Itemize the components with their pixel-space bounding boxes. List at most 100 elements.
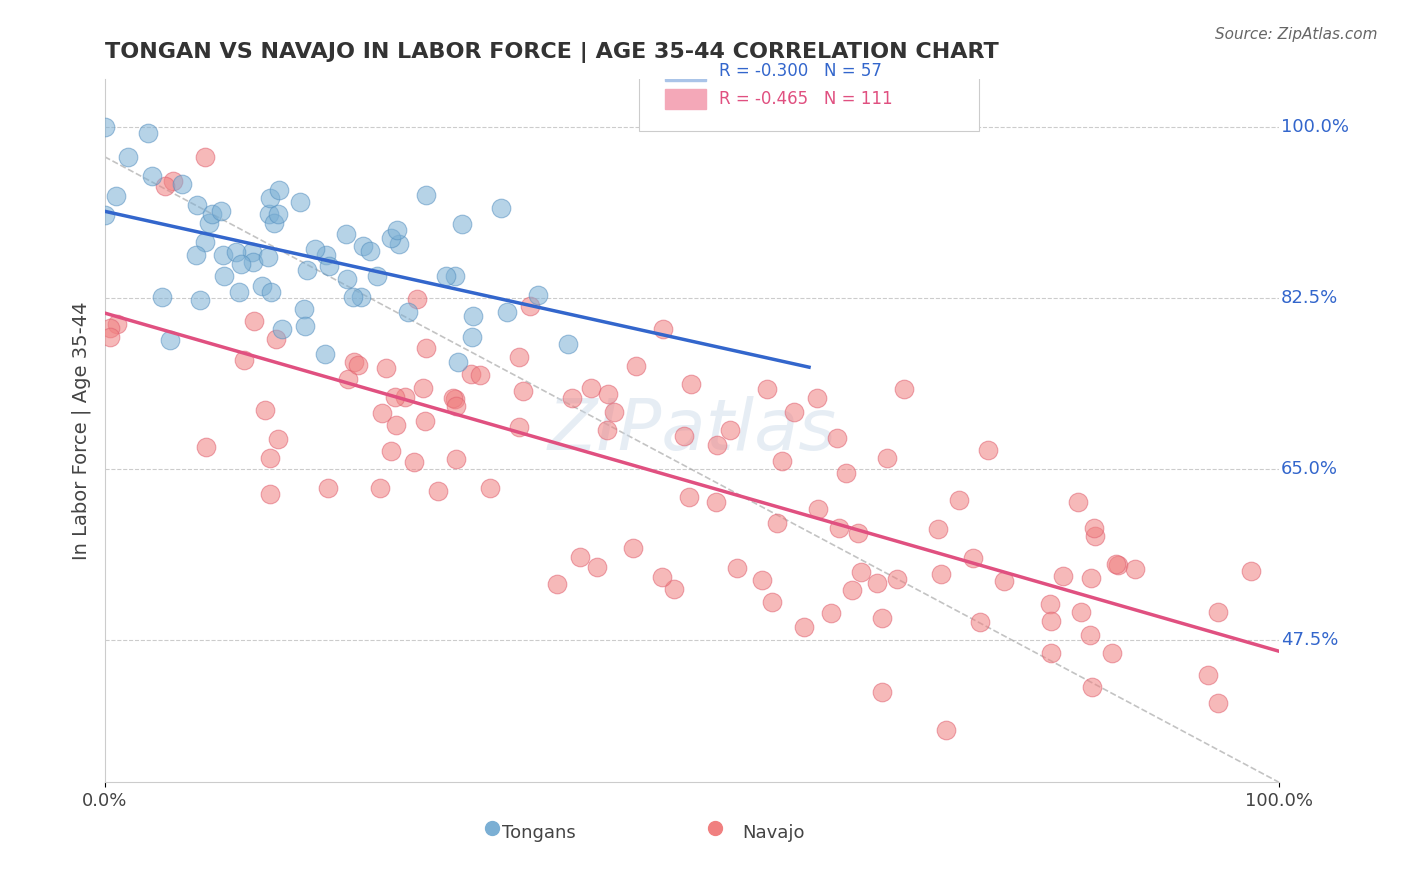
Point: [336, 271, 359, 285]
Point: [396, 305, 419, 319]
Point: [162, 174, 184, 188]
Point: [704, 495, 727, 509]
Point: [394, 390, 416, 404]
Point: [343, 355, 366, 369]
Point: [761, 595, 783, 609]
Point: [626, 359, 648, 374]
Text: Tongans: Tongans: [502, 824, 576, 842]
Point: [93, 208, 115, 222]
Point: [385, 223, 408, 237]
Point: [977, 442, 1000, 457]
Point: [673, 429, 696, 443]
Point: [256, 250, 278, 264]
Point: [250, 279, 273, 293]
Point: [969, 615, 991, 630]
Point: [751, 573, 773, 587]
Point: [1105, 557, 1128, 571]
Point: [150, 290, 173, 304]
FancyBboxPatch shape: [638, 47, 979, 131]
Point: [201, 207, 224, 221]
Point: [651, 570, 673, 584]
Point: [136, 126, 159, 140]
Point: [948, 493, 970, 508]
Point: [651, 321, 673, 335]
Point: [292, 302, 315, 317]
Point: [1208, 605, 1230, 619]
Point: [259, 206, 281, 220]
Point: [478, 481, 501, 495]
Point: [1039, 646, 1062, 660]
Point: [664, 582, 686, 597]
Point: [352, 239, 374, 253]
Point: [508, 420, 530, 434]
Point: [1070, 605, 1092, 619]
Point: [446, 355, 468, 369]
Point: [211, 248, 233, 262]
Point: [288, 195, 311, 210]
Point: [195, 440, 218, 454]
Point: [434, 268, 457, 283]
Point: [427, 483, 450, 498]
Bar: [665, 89, 706, 109]
Point: [451, 217, 474, 231]
Text: Source: ZipAtlas.com: Source: ZipAtlas.com: [1215, 27, 1378, 42]
Point: [807, 502, 830, 516]
Point: [770, 454, 793, 468]
Point: [1039, 597, 1062, 611]
Point: [233, 352, 256, 367]
Point: [561, 391, 583, 405]
Point: [461, 330, 484, 344]
Point: [793, 620, 815, 634]
Point: [1083, 521, 1105, 535]
Point: [186, 198, 208, 212]
Point: [105, 189, 128, 203]
Point: [415, 187, 437, 202]
Point: [927, 522, 949, 536]
Point: [316, 481, 339, 495]
Point: [228, 285, 250, 300]
Point: [444, 392, 467, 406]
Point: [314, 347, 336, 361]
Point: [851, 565, 873, 579]
Point: [159, 333, 181, 347]
Point: [350, 290, 373, 304]
Point: [117, 150, 139, 164]
Point: [866, 576, 889, 591]
Point: [1206, 696, 1229, 710]
Point: [756, 382, 779, 396]
Point: [470, 368, 492, 382]
Point: [336, 372, 359, 386]
Point: [304, 243, 326, 257]
Point: [1123, 561, 1146, 575]
Point: [841, 582, 863, 597]
Point: [318, 260, 340, 274]
Bar: [665, 61, 706, 80]
Point: [253, 403, 276, 417]
Point: [1067, 494, 1090, 508]
Point: [93, 120, 115, 135]
Text: 47.5%: 47.5%: [1281, 632, 1339, 649]
Point: [444, 451, 467, 466]
Point: [962, 551, 984, 566]
Point: [260, 285, 283, 299]
Point: [496, 304, 519, 318]
Point: [413, 414, 436, 428]
Point: [263, 216, 285, 230]
Point: [380, 444, 402, 458]
Point: [678, 490, 700, 504]
Point: [264, 332, 287, 346]
Point: [557, 337, 579, 351]
Point: [366, 269, 388, 284]
Point: [315, 248, 337, 262]
Point: [546, 576, 568, 591]
Point: [935, 723, 957, 738]
Point: [579, 381, 602, 395]
Point: [1078, 628, 1101, 642]
Point: [294, 318, 316, 333]
Text: 82.5%: 82.5%: [1281, 289, 1339, 308]
Point: [105, 318, 128, 332]
Point: [489, 201, 512, 215]
Text: 65.0%: 65.0%: [1281, 460, 1339, 478]
Point: [1197, 667, 1219, 681]
Point: [441, 392, 464, 406]
